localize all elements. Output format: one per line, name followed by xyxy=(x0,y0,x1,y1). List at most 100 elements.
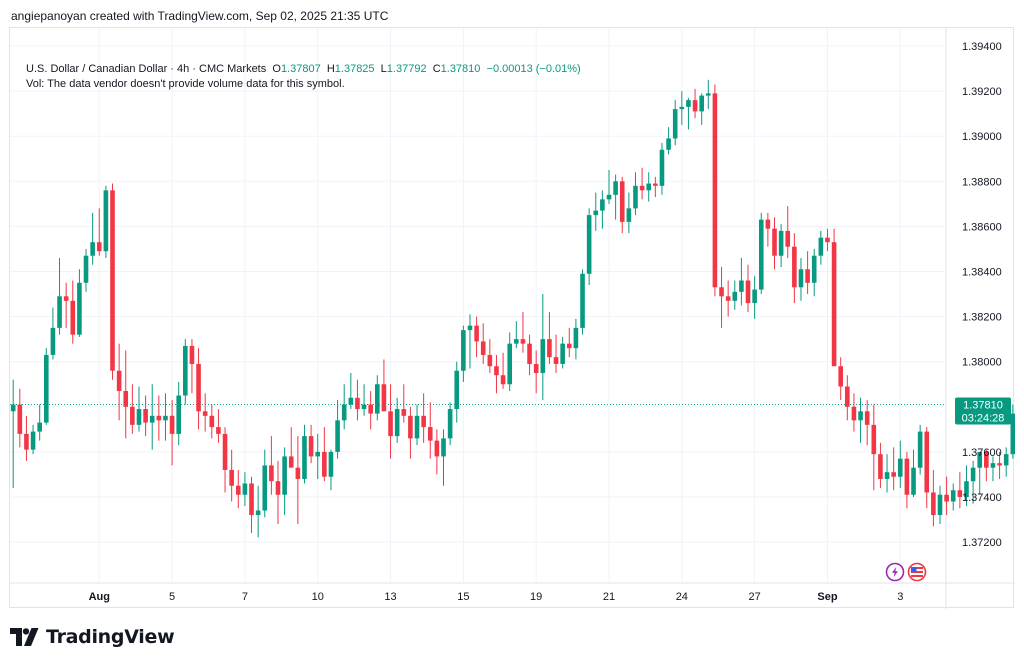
candle-body xyxy=(156,415,162,421)
price-tick-label: 1.38600 xyxy=(962,221,1002,233)
open-value: 1.37807 xyxy=(280,63,321,75)
time-tick-label: Sep xyxy=(817,591,837,603)
candle-body xyxy=(831,242,837,367)
candle xyxy=(653,176,658,198)
candle xyxy=(467,314,473,369)
candle xyxy=(606,170,612,204)
candle xyxy=(553,334,559,373)
attribution-text: angiepanoyan created with TradingView.co… xyxy=(11,9,389,23)
candle-body xyxy=(547,339,552,358)
candle-body xyxy=(514,339,519,344)
candle xyxy=(692,88,698,119)
candle xyxy=(136,386,142,432)
candle-body xyxy=(77,282,82,335)
lightning-icon[interactable] xyxy=(885,562,905,582)
candle-body xyxy=(447,409,453,439)
candle xyxy=(494,354,499,394)
price-tick-label: 1.38400 xyxy=(962,267,1002,279)
candle xyxy=(765,212,771,247)
time-tick-label: 13 xyxy=(384,591,396,603)
bar-countdown: 03:24:28 xyxy=(962,413,1005,425)
candle-body xyxy=(83,255,89,283)
candle xyxy=(540,294,546,401)
candle xyxy=(838,357,843,401)
candle xyxy=(725,280,731,317)
candle xyxy=(778,224,784,267)
candle-body xyxy=(123,391,129,407)
candle xyxy=(130,384,135,434)
price-tick-label: 1.39200 xyxy=(962,86,1002,98)
candle xyxy=(758,212,764,295)
candle xyxy=(315,433,321,479)
candle-body xyxy=(90,242,95,256)
candle xyxy=(831,228,837,367)
price-tick-label: 1.39000 xyxy=(962,131,1002,143)
candle-body xyxy=(924,431,930,493)
candle xyxy=(745,264,751,313)
candle xyxy=(805,251,810,295)
candle-body xyxy=(328,451,334,477)
tradingview-logo[interactable]: TradingView xyxy=(10,626,175,648)
candle xyxy=(116,343,122,421)
candle-body xyxy=(699,95,704,112)
candle-body xyxy=(527,343,532,364)
candle-body xyxy=(295,467,301,479)
candle-body xyxy=(931,492,936,516)
candle-body xyxy=(997,463,1002,466)
candle-body xyxy=(216,427,221,434)
candle-body xyxy=(586,215,592,274)
candle xyxy=(825,228,830,252)
candle-body xyxy=(679,106,685,110)
candle-body xyxy=(361,404,367,410)
legend-ohlc-row: U.S. Dollar / Canadian Dollar · 4h · CMC… xyxy=(26,62,581,77)
candle-body xyxy=(275,481,281,495)
candle-body xyxy=(593,210,599,216)
candle xyxy=(752,276,757,319)
candle xyxy=(169,400,175,466)
candle xyxy=(619,176,625,234)
candle xyxy=(792,233,797,304)
candle xyxy=(732,280,738,310)
candle xyxy=(706,79,711,110)
candle-body xyxy=(269,465,274,482)
candle-body xyxy=(149,415,155,423)
us-flag-icon[interactable] xyxy=(907,562,927,582)
candle-body xyxy=(619,181,625,222)
candle-body xyxy=(427,427,433,441)
candle-body xyxy=(566,343,572,349)
volume-note: Vol: The data vendor doesn't provide vol… xyxy=(26,78,345,90)
candle xyxy=(474,316,479,358)
symbol-description: U.S. Dollar / Canadian Dollar · 4h · CMC… xyxy=(26,63,267,75)
candle xyxy=(156,395,162,441)
candle-body xyxy=(262,465,268,511)
candle xyxy=(573,318,579,360)
candle xyxy=(50,307,56,360)
candle xyxy=(659,142,665,195)
candle-body xyxy=(288,456,294,468)
candle xyxy=(858,397,863,443)
time-tick-label: 15 xyxy=(457,591,469,603)
candle xyxy=(381,359,387,412)
time-tick-label: 10 xyxy=(312,591,324,603)
candle xyxy=(990,456,996,482)
candle-body xyxy=(904,458,910,495)
candle xyxy=(77,269,82,337)
price-tick-label: 1.38800 xyxy=(962,176,1002,188)
candle-body xyxy=(315,451,321,457)
candle xyxy=(275,460,281,525)
time-tick-label: 24 xyxy=(676,591,688,603)
candle-body xyxy=(421,415,426,428)
candle xyxy=(454,361,460,423)
candle-body xyxy=(467,325,473,331)
candle xyxy=(586,208,592,286)
candle xyxy=(355,379,360,421)
candle xyxy=(520,312,526,353)
candle xyxy=(712,84,718,297)
candle xyxy=(434,429,440,475)
time-tick-label: Aug xyxy=(89,591,110,603)
candle xyxy=(560,336,565,369)
candle-body xyxy=(765,219,771,229)
candle xyxy=(818,230,824,265)
candlestick-chart[interactable]: 1.372001.374001.376001.378001.380001.382… xyxy=(10,28,1015,609)
